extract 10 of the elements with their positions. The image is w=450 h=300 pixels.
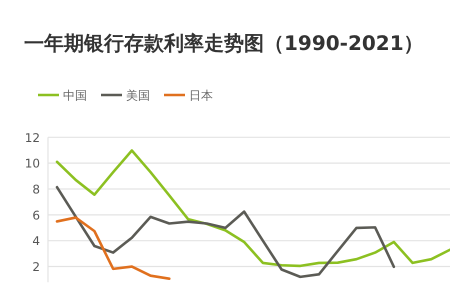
y-tick-label: 10	[24, 156, 40, 171]
legend-label: 中国	[63, 88, 87, 102]
y-tick-label: 12	[24, 130, 40, 145]
chart-title: 一年期银行存款利率走势图（1990-2021）	[24, 31, 424, 55]
legend-label: 美国	[126, 88, 150, 102]
y-tick-label: 6	[32, 208, 40, 222]
y-tick-label: 8	[32, 182, 40, 196]
y-tick-label: 2	[32, 260, 40, 274]
legend-label: 日本	[189, 88, 213, 102]
y-tick-label: 4	[32, 234, 40, 248]
